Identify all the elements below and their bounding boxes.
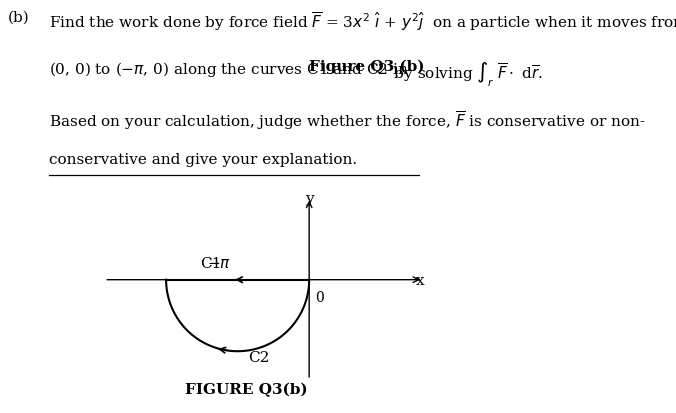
Text: Find the work done by force field $\overline{F}$ = 3$x^2$ $\hat{\imath}$ + $y^2$: Find the work done by force field $\over…	[49, 10, 676, 33]
Text: x: x	[416, 273, 425, 287]
Text: C1: C1	[200, 256, 221, 270]
Text: conservative and give your explanation.: conservative and give your explanation.	[49, 153, 357, 167]
Text: by solving $\int_r$ $\overline{F}\cdot$ d$\overline{r}$.: by solving $\int_r$ $\overline{F}\cdot$ …	[389, 60, 544, 88]
Text: (0, 0) to ($-\pi$, 0) along the curves C1 and C2 in: (0, 0) to ($-\pi$, 0) along the curves C…	[49, 60, 409, 79]
Text: $-\pi$: $-\pi$	[207, 256, 231, 270]
Text: (b): (b)	[8, 10, 30, 24]
Text: Based on your calculation, judge whether the force, $\overline{F}$ is conservati: Based on your calculation, judge whether…	[49, 109, 646, 132]
Text: FIGURE Q3(b): FIGURE Q3(b)	[185, 382, 308, 396]
Text: Figure Q3 (b): Figure Q3 (b)	[309, 60, 425, 74]
Text: C2: C2	[248, 350, 270, 364]
Text: 0: 0	[314, 290, 323, 304]
Text: y: y	[305, 191, 314, 205]
